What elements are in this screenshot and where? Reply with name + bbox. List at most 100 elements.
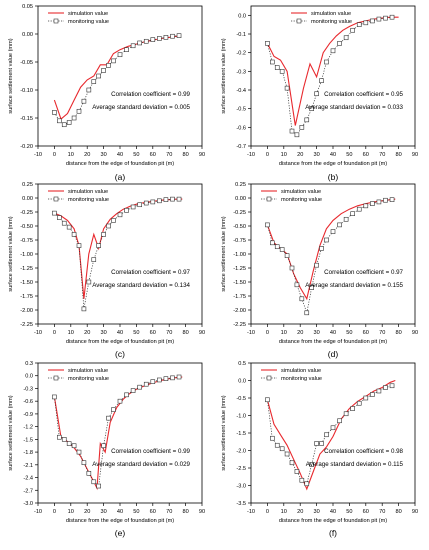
monitoring-point [106, 63, 111, 68]
legend-monitoring-label: monitoring value [68, 19, 109, 25]
x-tick-label: 0 [266, 152, 269, 158]
monitoring-point [376, 199, 382, 205]
monitoring-point [294, 132, 300, 138]
monitoring-point [314, 441, 319, 446]
monitoring-point [319, 78, 324, 83]
simulation-series-line [53, 376, 183, 491]
legend-monitoring-marker [296, 18, 302, 24]
y-tick-label: 0.5 [238, 361, 246, 367]
x-tick-label: 50 [346, 152, 352, 158]
x-tick-label: 20 [84, 330, 90, 336]
monitoring-point [86, 87, 92, 93]
y-tick-label: -1.50 [20, 280, 33, 286]
monitoring-point [356, 400, 362, 406]
legend-simulation-label: simulation value [281, 368, 321, 374]
monitoring-point [57, 434, 62, 440]
monitoring-point [130, 388, 136, 393]
x-tick-label: 80 [182, 152, 188, 158]
std-deviation-annotation: Average standard deviation = 0.115 [306, 461, 404, 468]
monitoring-point [289, 128, 295, 134]
monitoring-point [71, 443, 77, 449]
monitoring-point [176, 33, 182, 38]
monitoring-point [157, 377, 162, 383]
monitoring-point [343, 411, 349, 417]
legend-monitoring-label: monitoring value [68, 376, 109, 382]
std-deviation-annotation: Average standard deviation = 0.005 [92, 104, 190, 111]
panel-caption: (f) [329, 528, 337, 538]
x-tick-label: 0 [53, 152, 56, 158]
monitoring-point [376, 16, 382, 22]
y-tick-label: -1.00 [20, 252, 33, 258]
monitoring-point [279, 69, 285, 74]
x-tick-label: 80 [182, 330, 188, 336]
monitoring-point [163, 35, 169, 40]
monitoring-point [76, 108, 82, 114]
monitoring-point [117, 52, 123, 58]
y-tick-label: 0.00 [235, 196, 246, 202]
x-tick-label: 10 [68, 330, 74, 336]
monitoring-point [309, 106, 314, 111]
y-tick-label: 0.25 [22, 182, 33, 188]
y-tick-label: -1.8 [23, 450, 33, 456]
x-axis-label: distance from the edge of foundation pit… [279, 518, 387, 524]
monitoring-point [279, 446, 285, 452]
monitoring-point [376, 388, 382, 394]
x-tick-label: 20 [297, 330, 303, 336]
y-tick-label: 0.25 [235, 182, 246, 188]
monitoring-point [106, 415, 111, 421]
monitoring-point [86, 279, 92, 285]
chart-panel-4: -10 0 10 20 30 40 50 60 70 80 90 0.25 0.00 -0.25 -0.50… [221, 182, 418, 359]
y-axis-label: surface settlement value (mm) [8, 38, 14, 113]
monitoring-point [96, 483, 101, 489]
monitoring-point [137, 384, 142, 390]
monitoring-point [150, 199, 156, 205]
x-tick-label: 10 [281, 152, 287, 158]
x-tick-label: 50 [346, 330, 352, 336]
monitoring-point [96, 243, 101, 248]
monitoring-point [61, 122, 67, 128]
y-tick-label: -2.25 [20, 322, 33, 328]
x-tick-label: 40 [117, 330, 123, 336]
simulation-series-line [266, 379, 396, 491]
y-axis-label: surface settlement value (mm) [221, 38, 227, 113]
x-tick-label: 0 [53, 509, 56, 515]
monitoring-point [324, 237, 329, 243]
monitoring-point [111, 407, 116, 412]
legend-monitoring-marker [53, 18, 59, 24]
correlation-annotation: Correlation coefficient = 0.99 [111, 448, 190, 455]
monitoring-point [294, 282, 300, 288]
legend-simulation-label: simulation value [68, 368, 108, 374]
x-tick-label: -10 [34, 152, 42, 158]
monitoring-point [350, 406, 355, 411]
x-tick-label: 0 [266, 509, 269, 515]
monitoring-point [137, 202, 142, 208]
y-tick-label: -1.25 [233, 266, 246, 272]
x-tick-label: 50 [133, 330, 139, 336]
y-tick-label: 0.05 [22, 4, 33, 10]
x-tick-label: 40 [117, 509, 123, 515]
monitoring-point [143, 38, 149, 44]
chart-panel-6: -10 0 10 20 30 40 50 60 70 80 90 0.5 0.0 -0.5 -1.0 -1.5… [221, 361, 418, 538]
y-tick-label: -0.50 [233, 224, 246, 230]
legend-simulation-label: simulation value [311, 11, 351, 17]
x-tick-label: 30 [313, 152, 319, 158]
monitoring-point [350, 27, 355, 33]
monitoring-point [150, 379, 156, 384]
panel-caption: (e) [115, 528, 126, 538]
monitoring-point [309, 462, 314, 467]
monitoring-point [330, 425, 336, 431]
x-tick-label: 60 [363, 152, 369, 158]
legend-monitoring-label: monitoring value [281, 376, 322, 382]
monitoring-point [106, 223, 111, 229]
x-tick-label: 80 [182, 509, 188, 515]
monitoring-point [370, 392, 375, 397]
monitoring-point [101, 68, 106, 73]
y-tick-label: -0.1 [236, 32, 246, 38]
x-tick-label: 40 [117, 152, 123, 158]
x-tick-label: 0 [266, 330, 269, 336]
x-tick-label: -10 [34, 509, 42, 515]
y-axis-label: surface settlement value (mm) [221, 216, 227, 291]
monitoring-point [274, 442, 280, 448]
x-tick-label: 90 [199, 330, 205, 336]
